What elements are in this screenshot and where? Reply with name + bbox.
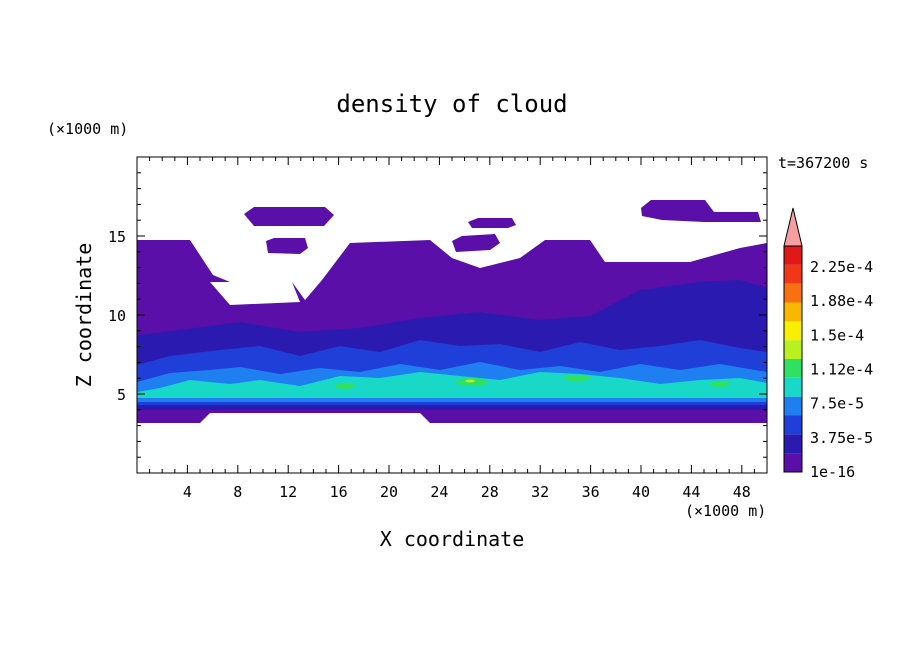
chart-title: density of cloud: [336, 90, 567, 118]
x-tick-label: 48: [733, 483, 751, 501]
x-tick-label: 4: [183, 483, 192, 501]
colorbar-level: [784, 321, 802, 341]
colorbar-level: [784, 359, 802, 378]
colorbar-label: 3.75e-5: [810, 429, 873, 447]
colorbar-level: [784, 396, 802, 416]
colorbar-level: [784, 434, 802, 454]
cloud-patch-upper-2: [266, 238, 308, 254]
cloud-patch-upper-4: [452, 234, 500, 252]
cloud-peak-5: [465, 379, 475, 383]
cloud-patch-upper-1: [244, 207, 334, 226]
colorbar: 1e-16 3.75e-5 7.5e-5 1.12e-4 1.5e-4 1.88e-4 2.…: [783, 207, 873, 481]
x-tick-label: 8: [233, 483, 242, 501]
colorbar-level: [784, 246, 802, 265]
time-label: t=367200 s: [778, 154, 868, 172]
colorbar-level: [784, 340, 802, 359]
y-tick-label: 5: [117, 386, 126, 404]
plot-area: [137, 200, 767, 423]
x-tick-label: 24: [430, 483, 448, 501]
cloud-patch-upper-5: [641, 200, 761, 222]
cloud-patch-upper-3: [468, 218, 516, 228]
colorbar-level: [784, 377, 802, 397]
y-tick-label: 15: [108, 228, 126, 246]
colorbar-label: 1.5e-4: [810, 326, 864, 344]
x-tick-label: 40: [632, 483, 650, 501]
colorbar-label: 2.25e-4: [810, 258, 873, 276]
x-axis-ticks: 4 8 12 16 20 24 28 32 36 40 44 48: [149, 157, 755, 501]
colorbar-label: 1e-16: [810, 463, 855, 481]
colorbar-level: [784, 415, 802, 435]
colorbar-extend-arrow: [783, 207, 803, 247]
x-tick-label: 16: [330, 483, 348, 501]
x-tick-label: 12: [279, 483, 297, 501]
x-unit-label: (×1000 m): [685, 502, 766, 520]
cloud-peak-4: [710, 381, 730, 387]
cloud-peak-3: [563, 375, 591, 381]
x-tick-label: 20: [380, 483, 398, 501]
colorbar-label: 1.12e-4: [810, 360, 873, 378]
cloud-region-level-5: [137, 372, 767, 398]
x-axis-label: X coordinate: [380, 527, 525, 551]
y-axis-ticks: 5 10 15: [108, 172, 767, 458]
y-axis-label: Z coordinate: [72, 243, 96, 388]
colorbar-level: [784, 453, 802, 472]
colorbar-label: 1.88e-4: [810, 292, 873, 310]
x-tick-label: 36: [582, 483, 600, 501]
x-tick-label: 28: [481, 483, 499, 501]
cloud-gap: [210, 282, 300, 305]
colorbar-label: 7.5e-5: [810, 395, 864, 413]
colorbar-level: [784, 264, 802, 284]
x-tick-label: 44: [682, 483, 700, 501]
colorbar-level: [784, 283, 802, 303]
cloud-peak-1: [335, 383, 355, 389]
y-tick-label: 10: [108, 307, 126, 325]
y-unit-label: (×1000 m): [47, 120, 128, 138]
x-tick-label: 32: [531, 483, 549, 501]
colorbar-level: [784, 302, 802, 322]
